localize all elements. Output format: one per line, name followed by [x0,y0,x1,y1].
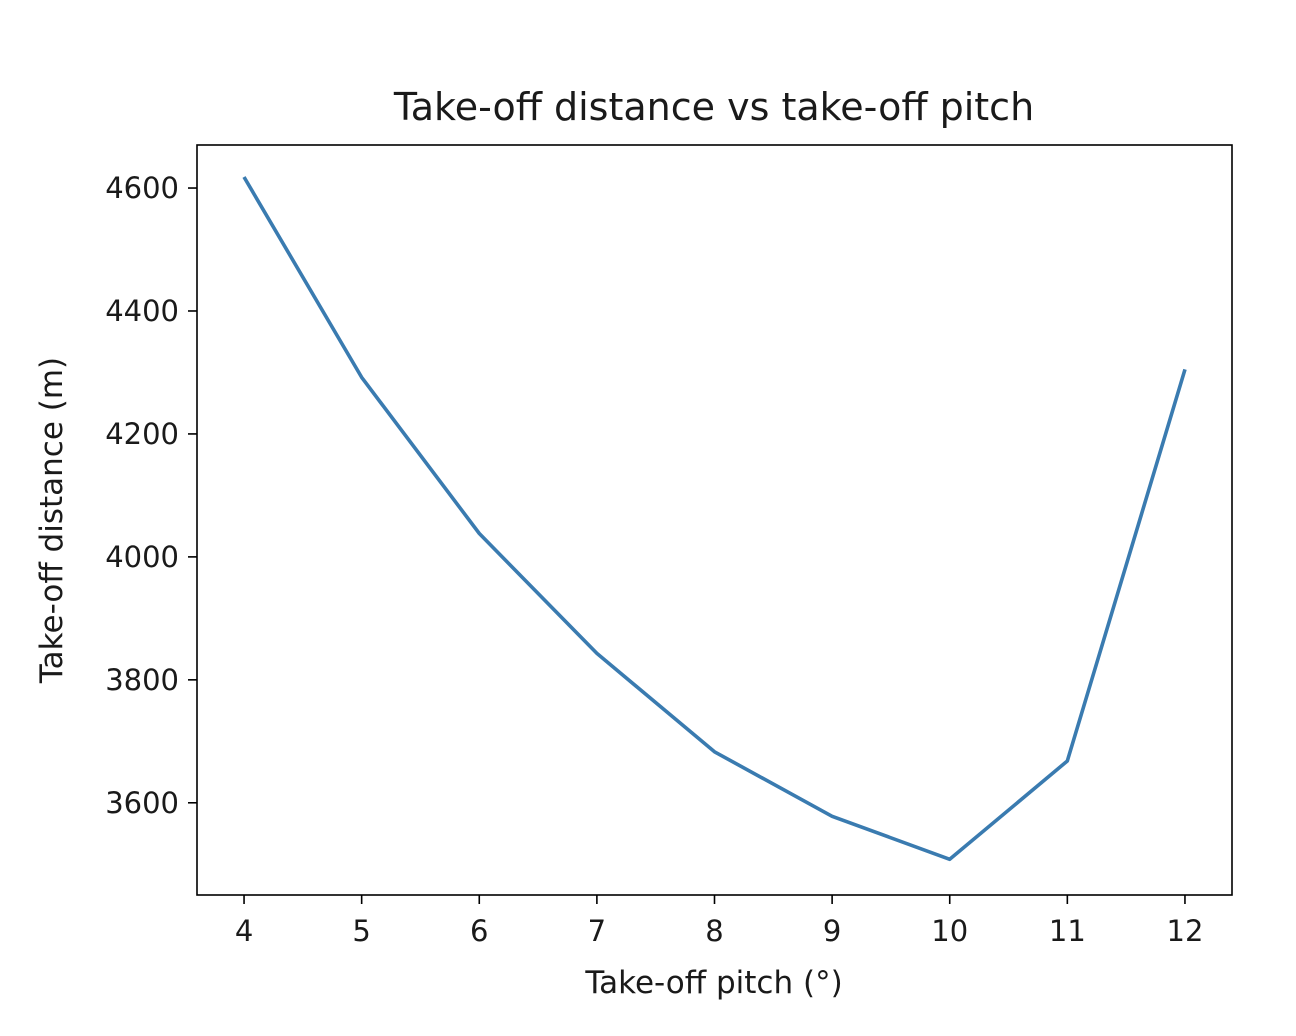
x-tick-label: 7 [588,914,606,948]
y-tick-label: 4600 [105,171,179,205]
x-tick-label: 8 [705,914,723,948]
series-line [242,176,1187,862]
x-tick-label: 4 [235,914,253,948]
chart-title: Take-off distance vs take-off pitch [393,85,1034,129]
plot-area: 4 5 6 7 8 9 10 11 12 3600 3800 4000 4200 4400 4600 [105,144,1233,948]
x-tick-label: 12 [1167,914,1204,948]
x-tick-label: 11 [1049,914,1086,948]
y-axis-label: Take-off distance (m) [34,357,70,684]
y-tick-label: 4000 [105,540,179,574]
y-tick-label: 4400 [105,294,179,328]
x-tick-label: 6 [470,914,488,948]
y-tick-label: 4200 [105,417,179,451]
x-axis-label: Take-off pitch (°) [584,965,842,1001]
x-tick-label: 5 [352,914,370,948]
x-tick-label: 9 [823,914,841,948]
x-tick-label: 10 [931,914,968,948]
y-tick-label: 3600 [105,786,179,820]
y-tick-label: 3800 [105,663,179,697]
plot-frame [196,144,1233,896]
